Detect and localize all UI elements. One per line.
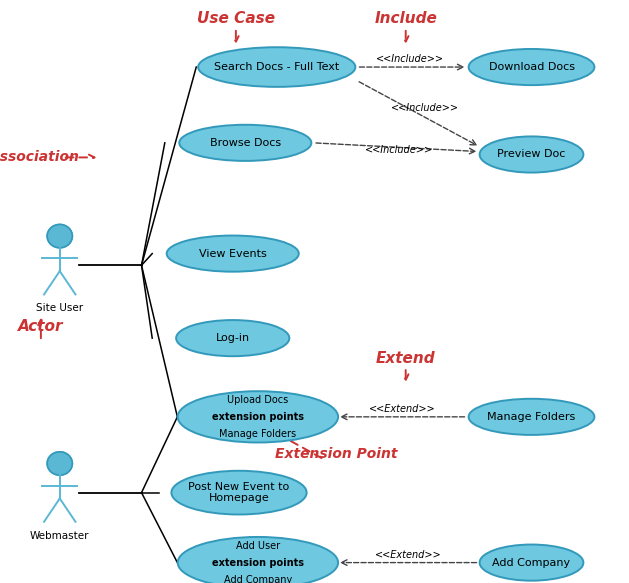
Text: Add User: Add User: [236, 540, 280, 551]
Text: extension points: extension points: [212, 412, 304, 422]
Ellipse shape: [479, 545, 584, 581]
Text: Post New Event to
Homepage: Post New Event to Homepage: [189, 482, 289, 504]
Text: <<Include>>: <<Include>>: [376, 54, 444, 65]
Text: Preview Doc: Preview Doc: [498, 149, 565, 160]
Text: <<Extend>>: <<Extend>>: [369, 404, 436, 415]
Text: Add Company: Add Company: [493, 557, 571, 568]
Text: Add Company: Add Company: [224, 574, 292, 583]
Text: Upload Docs: Upload Docs: [227, 395, 289, 405]
Text: Log-in: Log-in: [216, 333, 250, 343]
Ellipse shape: [479, 136, 584, 173]
Text: Manage Folders: Manage Folders: [487, 412, 576, 422]
Text: Webmaster: Webmaster: [30, 531, 89, 540]
Text: Extend: Extend: [376, 351, 435, 366]
Text: Download Docs: Download Docs: [489, 62, 574, 72]
Circle shape: [47, 224, 72, 248]
Text: Manage Folders: Manage Folders: [220, 429, 296, 439]
Text: Browse Docs: Browse Docs: [209, 138, 281, 148]
Text: View Events: View Events: [199, 248, 267, 259]
Text: Site User: Site User: [36, 303, 83, 313]
Ellipse shape: [172, 471, 307, 515]
Text: Use Case: Use Case: [197, 11, 275, 26]
Text: Search Docs - Full Text: Search Docs - Full Text: [214, 62, 340, 72]
Ellipse shape: [178, 391, 338, 442]
Ellipse shape: [176, 320, 289, 356]
Text: <<Include>>: <<Include>>: [365, 145, 433, 156]
Text: extension points: extension points: [212, 557, 304, 568]
Ellipse shape: [469, 399, 594, 435]
Ellipse shape: [179, 125, 311, 161]
Ellipse shape: [167, 236, 299, 272]
Text: Extension Point: Extension Point: [276, 447, 398, 461]
Ellipse shape: [178, 537, 338, 583]
Ellipse shape: [198, 47, 355, 87]
Text: Include: Include: [374, 11, 437, 26]
Text: <<Include>>: <<Include>>: [391, 103, 459, 113]
Text: <<Extend>>: <<Extend>>: [375, 550, 442, 560]
Ellipse shape: [469, 49, 594, 85]
Text: Association: Association: [0, 150, 79, 164]
Text: Actor: Actor: [18, 319, 64, 334]
Circle shape: [47, 452, 72, 475]
